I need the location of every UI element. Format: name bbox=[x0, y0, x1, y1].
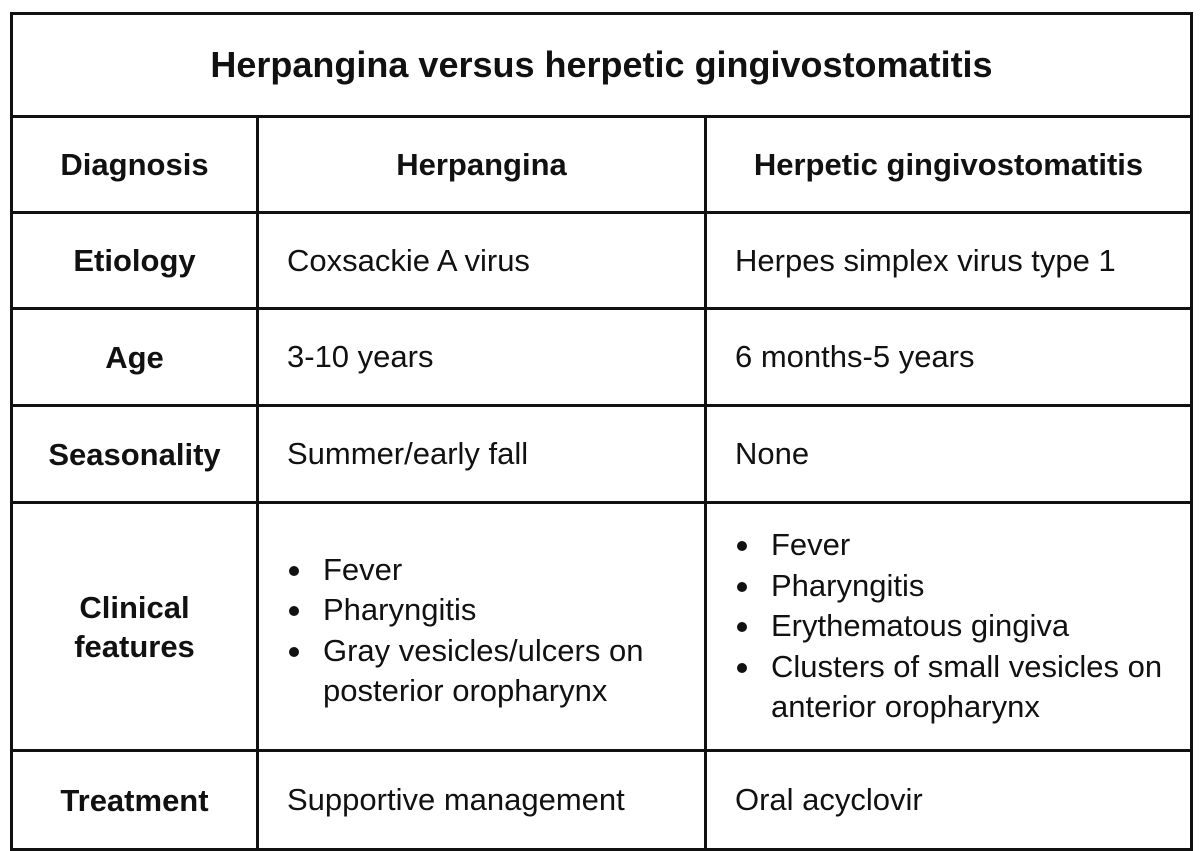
table-row-seasonality: Seasonality Summer/early fall None bbox=[10, 404, 1193, 504]
cell-etiology-herpangina: Coxsackie A virus bbox=[256, 211, 707, 310]
cell-treatment-herpetic: Oral acyclovir bbox=[704, 749, 1193, 851]
row-label-clinical-features: Clinical features bbox=[10, 501, 259, 752]
list-item: Pharyngitis bbox=[735, 566, 1170, 607]
row-label-etiology: Etiology bbox=[10, 211, 259, 310]
cell-age-herpetic: 6 months-5 years bbox=[704, 307, 1193, 407]
table-row-etiology: Etiology Coxsackie A virus Herpes simple… bbox=[10, 211, 1193, 310]
table-title: Herpangina versus herpetic gingivostomat… bbox=[10, 12, 1193, 118]
header-diagnosis: Diagnosis bbox=[10, 115, 259, 214]
comparison-table: Herpangina versus herpetic gingivostomat… bbox=[10, 12, 1193, 851]
list-item: Pharyngitis bbox=[287, 590, 704, 631]
bullet-list-herpangina: Fever Pharyngitis Gray vesicles/ulcers o… bbox=[287, 550, 704, 712]
table-row-clinical-features: Clinical features Fever Pharyngitis Gray… bbox=[10, 501, 1193, 752]
cell-clinical-herpangina: Fever Pharyngitis Gray vesicles/ulcers o… bbox=[256, 501, 707, 752]
list-item: Fever bbox=[735, 525, 1170, 566]
list-item: Erythematous gingiva bbox=[735, 606, 1170, 647]
row-label-seasonality: Seasonality bbox=[10, 404, 259, 504]
table-row-age: Age 3-10 years 6 months-5 years bbox=[10, 307, 1193, 407]
row-label-treatment: Treatment bbox=[10, 749, 259, 851]
header-herpetic-gingivostomatitis: Herpetic gingivostomatitis bbox=[704, 115, 1193, 214]
cell-seasonality-herpangina: Summer/early fall bbox=[256, 404, 707, 504]
bullet-list-herpetic: Fever Pharyngitis Erythematous gingiva C… bbox=[735, 525, 1170, 728]
row-label-clinical-line1: Clinical bbox=[79, 589, 190, 625]
list-item: Gray vesicles/ulcers on posterior oropha… bbox=[287, 631, 704, 712]
cell-age-herpangina: 3-10 years bbox=[256, 307, 707, 407]
cell-seasonality-herpetic: None bbox=[704, 404, 1193, 504]
title-row: Herpangina versus herpetic gingivostomat… bbox=[10, 12, 1193, 118]
cell-treatment-herpangina: Supportive management bbox=[256, 749, 707, 851]
header-row: Diagnosis Herpangina Herpetic gingivosto… bbox=[10, 115, 1193, 214]
cell-etiology-herpetic: Herpes simplex virus type 1 bbox=[704, 211, 1193, 310]
table-row-treatment: Treatment Supportive management Oral acy… bbox=[10, 749, 1193, 851]
row-label-age: Age bbox=[10, 307, 259, 407]
row-label-clinical-line2: features bbox=[74, 628, 195, 664]
list-item: Fever bbox=[287, 550, 704, 591]
header-herpangina: Herpangina bbox=[256, 115, 707, 214]
list-item: Clusters of small vesicles on anterior o… bbox=[735, 647, 1170, 728]
cell-clinical-herpetic: Fever Pharyngitis Erythematous gingiva C… bbox=[704, 501, 1193, 752]
